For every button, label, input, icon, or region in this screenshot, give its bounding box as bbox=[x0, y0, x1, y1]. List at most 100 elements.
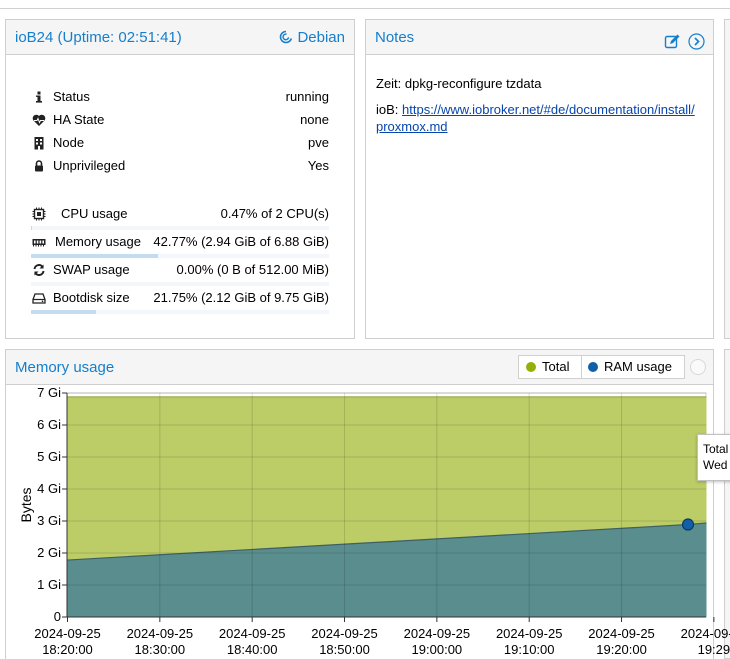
status-panel: ioB24 (Uptime: 02:51:41) Debian Status r… bbox=[5, 19, 355, 339]
x-tick-label-time: 18:20:00 bbox=[42, 642, 93, 654]
tooltip-line-2: Wed bbox=[703, 458, 728, 472]
highlight-point bbox=[681, 518, 695, 531]
status-panel-header: ioB24 (Uptime: 02:51:41) Debian bbox=[6, 20, 354, 55]
x-tick-label-time: 19:00:00 bbox=[412, 642, 463, 654]
series-area-ram-usage bbox=[67, 522, 707, 617]
lock-icon bbox=[35, 160, 43, 172]
note-link-part-1: https://www.iobroker.net/#de/documentati… bbox=[402, 102, 695, 117]
info-icon bbox=[36, 91, 42, 103]
os-label: Debian bbox=[297, 29, 345, 46]
cpu-usage-row: CPU usage 0.47% of 2 CPU(s) bbox=[6, 204, 354, 224]
x-tick-label-date: 2024-09-25 bbox=[34, 626, 101, 641]
hard-drive-icon bbox=[32, 293, 46, 304]
x-tick-label-date: 2024-09-25 bbox=[404, 626, 471, 641]
unprivileged-value: Yes bbox=[307, 158, 329, 173]
y-axis-label: Bytes bbox=[18, 487, 34, 522]
y-tick-label: 4 Gi bbox=[37, 481, 61, 496]
cpu-usage-label: CPU usage bbox=[61, 206, 128, 221]
bootdisk-row: Bootdisk size 21.75% (2.12 GiB of 9.75 G… bbox=[6, 288, 354, 308]
node-label: Node bbox=[53, 135, 85, 150]
status-value: running bbox=[285, 89, 329, 104]
notes-panel: Notes Zeit: dpkg-reconfigure tzdata ioB:… bbox=[365, 19, 714, 339]
y-tick-label: 3 Gi bbox=[37, 513, 61, 528]
notes-content: Zeit: dpkg-reconfigure tzdata ioB: https… bbox=[366, 56, 713, 338]
x-tick-label-date: 2024-09-25 bbox=[588, 626, 655, 641]
note-link-part-2: proxmox.md bbox=[376, 119, 448, 134]
os-info: Debian bbox=[279, 20, 345, 55]
status-label: Status bbox=[53, 89, 90, 104]
chart-tooltip: Total Wed bbox=[697, 434, 730, 481]
edit-icon[interactable] bbox=[664, 33, 681, 50]
status-row: Status running bbox=[6, 87, 354, 107]
x-tick-label-time: 19:10:00 bbox=[504, 642, 555, 654]
bootdisk-label: Bootdisk size bbox=[53, 290, 130, 305]
notes-panel-title: Notes bbox=[375, 29, 415, 46]
memory-usage-bar bbox=[31, 254, 329, 258]
status-panel-title: ioB24 (Uptime: 02:51:41) bbox=[15, 29, 182, 46]
debian-icon bbox=[280, 30, 293, 44]
note-link[interactable]: https://www.iobroker.net/#de/documentati… bbox=[376, 102, 695, 134]
unprivileged-label: Unprivileged bbox=[53, 158, 126, 173]
tooltip-line-1: Total bbox=[703, 442, 729, 456]
legend-label-ram-usage: RAM usage bbox=[604, 359, 672, 374]
y-tick-label: 2 Gi bbox=[37, 545, 61, 560]
bootdisk-bar-fill bbox=[31, 310, 96, 314]
x-tick-label-date: 2024-09-25 bbox=[127, 626, 194, 641]
note-line-1: Zeit: dpkg-reconfigure tzdata bbox=[376, 76, 542, 91]
legend-item-ram-usage[interactable]: RAM usage bbox=[588, 356, 672, 378]
y-tick-label: 7 Gi bbox=[37, 385, 61, 400]
unprivileged-row: Unprivileged Yes bbox=[6, 156, 354, 176]
heartbeat-icon bbox=[32, 114, 46, 126]
cpu-usage-value: 0.47% of 2 CPU(s) bbox=[220, 206, 329, 221]
memory-usage-label: Memory usage bbox=[55, 234, 141, 249]
notes-panel-header: Notes bbox=[366, 20, 713, 55]
legend-item-total[interactable]: Total bbox=[526, 356, 569, 378]
chart-legend: Total RAM usage bbox=[518, 355, 685, 379]
y-tick-label: 0 bbox=[54, 609, 61, 624]
x-tick-label-date: 2024-09-25 bbox=[219, 626, 286, 641]
ha-state-label: HA State bbox=[53, 112, 105, 127]
x-tick-label-date: 2024-09-25 bbox=[681, 626, 730, 641]
x-tick-label-time: 18:50:00 bbox=[319, 642, 370, 654]
y-tick-label: 5 Gi bbox=[37, 449, 61, 464]
status-panel-body: Status running HA State none Node pve bbox=[6, 56, 354, 338]
legend-separator bbox=[581, 356, 582, 378]
swap-usage-row: SWAP usage 0.00% (0 B of 512.00 MiB) bbox=[6, 260, 354, 280]
chevron-right-circle-icon[interactable] bbox=[688, 33, 705, 50]
x-tick-label-time: 19:20:00 bbox=[596, 642, 647, 654]
refresh-icon bbox=[33, 264, 45, 276]
cpu-chip-icon bbox=[32, 207, 46, 221]
y-tick-label: 1 Gi bbox=[37, 577, 61, 592]
node-value: pve bbox=[308, 135, 329, 150]
legend-label-total: Total bbox=[542, 359, 570, 374]
building-icon bbox=[34, 137, 44, 150]
bootdisk-value: 21.75% (2.12 GiB of 9.75 GiB) bbox=[153, 290, 329, 305]
swap-usage-bar bbox=[31, 282, 329, 286]
x-tick-label-date: 2024-09-25 bbox=[311, 626, 378, 641]
swap-usage-value: 0.00% (0 B of 512.00 MiB) bbox=[176, 262, 329, 277]
swap-usage-label: SWAP usage bbox=[53, 262, 130, 277]
top-divider bbox=[0, 8, 730, 9]
x-tick-label-time: 18:30:00 bbox=[135, 642, 186, 654]
ha-state-row: HA State none bbox=[6, 110, 354, 130]
y-tick-label: 6 Gi bbox=[37, 417, 61, 432]
bootdisk-bar bbox=[31, 310, 329, 314]
memory-usage-value: 42.77% (2.94 GiB of 6.88 GiB) bbox=[153, 234, 329, 249]
memory-icon bbox=[32, 239, 46, 247]
memory-chart-title: Memory usage bbox=[15, 359, 115, 376]
ha-state-value: none bbox=[300, 112, 329, 127]
note-line-2-prefix: ioB: bbox=[376, 102, 403, 117]
collapse-icon[interactable] bbox=[690, 359, 706, 375]
notes-header-tools bbox=[664, 28, 705, 63]
memory-usage-row: Memory usage 42.77% (2.94 GiB of 6.88 Gi… bbox=[6, 232, 354, 252]
x-tick-label-time: 19:29 bbox=[698, 642, 730, 654]
node-row: Node pve bbox=[6, 133, 354, 153]
x-tick-label-date: 2024-09-25 bbox=[496, 626, 563, 641]
legend-dot-total bbox=[526, 362, 536, 372]
cpu-usage-bar bbox=[31, 226, 329, 230]
cpu-usage-bar-fill bbox=[31, 226, 33, 230]
x-tick-label-time: 18:40:00 bbox=[227, 642, 278, 654]
memory-usage-bar-fill bbox=[31, 254, 159, 258]
next-panel-edge bbox=[724, 19, 730, 339]
